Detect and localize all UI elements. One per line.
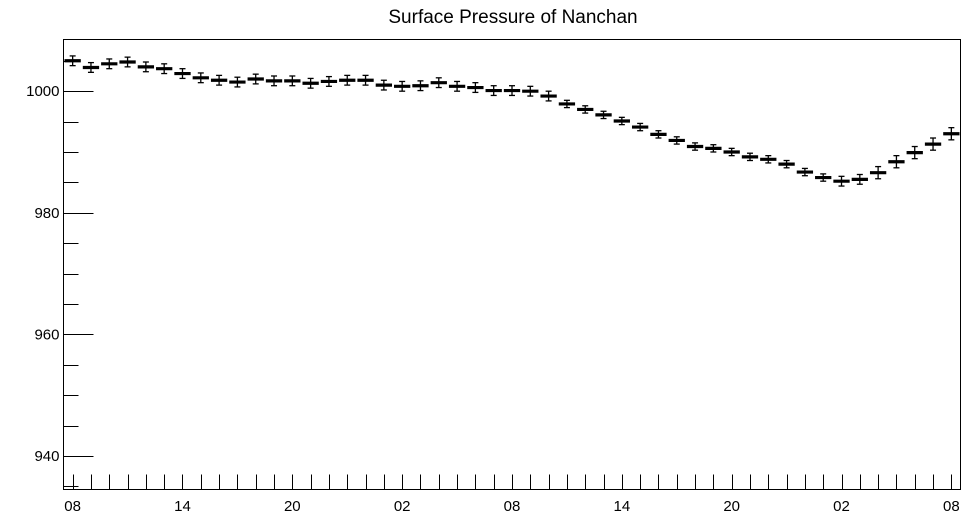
x-tick-label: 14 [613, 498, 630, 515]
data-point [522, 85, 539, 97]
data-point [869, 165, 887, 180]
data-point [778, 159, 795, 169]
x-axis: 08 14 20 02 08 14 20 02 08 [64, 474, 960, 515]
data-point [668, 136, 685, 145]
y-tick-label: 1000 [26, 83, 59, 100]
data-point [650, 130, 667, 139]
data-point [302, 77, 319, 89]
data-point [229, 76, 246, 88]
data-point [265, 75, 283, 87]
data-point [247, 73, 264, 85]
y-tick-label: 960 [34, 326, 59, 343]
y-axis: 940 960 980 1000 [26, 61, 94, 487]
data-point [448, 80, 466, 92]
data-point [760, 154, 777, 164]
data-point [705, 144, 722, 153]
data-point [430, 77, 447, 89]
data-point [284, 75, 301, 87]
data-point [631, 122, 649, 132]
data-point [137, 61, 155, 73]
data-point [924, 137, 942, 151]
x-tick-label: 20 [723, 498, 740, 515]
data-point [577, 105, 594, 114]
data-point [64, 55, 81, 67]
data-point [796, 167, 814, 177]
x-tick-label: 02 [394, 498, 411, 515]
data-point [485, 85, 502, 97]
data-point [815, 173, 832, 182]
y-tick-label: 980 [34, 205, 59, 222]
x-tick-label: 08 [504, 498, 521, 515]
x-tick-label: 08 [943, 498, 960, 515]
data-point [833, 175, 850, 187]
data-point [558, 99, 576, 109]
data-point [339, 74, 356, 86]
data-point [943, 127, 960, 141]
data-point [741, 152, 759, 162]
data-point [357, 74, 374, 86]
data-point [888, 154, 905, 169]
data-point [503, 85, 521, 97]
plot-frame [63, 39, 961, 490]
data-point [119, 56, 136, 68]
x-tick-label: 14 [174, 498, 191, 515]
data-point [210, 74, 228, 86]
data-point [851, 173, 868, 185]
y-tick-label: 940 [34, 448, 59, 465]
data-point [540, 90, 557, 102]
data-point [412, 80, 429, 92]
data-point [467, 82, 484, 94]
x-tick-label: 08 [64, 498, 81, 515]
data-point [906, 145, 923, 160]
x-tick-label: 02 [833, 498, 850, 515]
x-tick-label: 20 [284, 498, 301, 515]
data-point [394, 80, 411, 92]
data-point [686, 142, 704, 151]
data-point [375, 79, 393, 91]
data-point [82, 61, 100, 73]
data-point [613, 116, 630, 126]
chart-title: Surface Pressure of Nanchan [388, 7, 637, 28]
data-point [723, 147, 740, 157]
data-point [595, 110, 612, 120]
data-series [64, 55, 960, 187]
data-point [101, 58, 118, 70]
data-point [174, 68, 191, 80]
data-point [320, 75, 338, 87]
data-point [192, 72, 209, 84]
data-point [156, 63, 173, 75]
